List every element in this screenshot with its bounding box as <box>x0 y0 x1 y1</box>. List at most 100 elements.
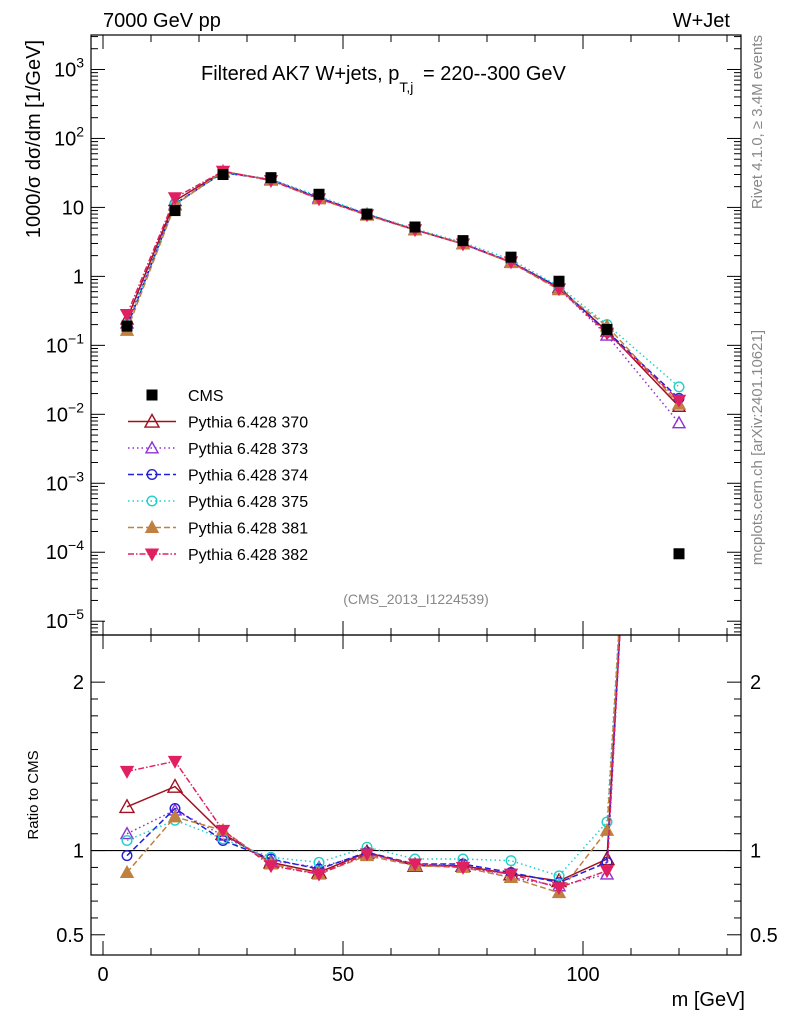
ratio-4-point <box>121 834 133 846</box>
legend-marker-6 <box>144 548 160 562</box>
ratio-tick-label-right: 0.5 <box>750 925 778 947</box>
legend-label-5: Pythia 6.428 381 <box>188 521 308 538</box>
y-tick-base: 10 <box>46 404 68 426</box>
plot-title-rest: = 220--300 GeV <box>417 63 566 85</box>
data-point <box>673 548 685 560</box>
y-tick-label: 10−5 <box>46 606 84 633</box>
series-6-point <box>167 192 183 206</box>
ratio-tick-label-right: 2 <box>750 672 761 694</box>
main-plot-marks <box>119 163 687 560</box>
ratio-6-point <box>407 858 423 872</box>
series-line-1 <box>126 170 680 407</box>
y-tick-base: 10 <box>46 542 68 564</box>
legend-label-1: Pythia 6.428 370 <box>188 415 308 432</box>
header-right: W+Jet <box>673 10 731 32</box>
plot-title-main: Filtered AK7 W+jets, p <box>201 63 399 85</box>
main-plot-frame <box>90 34 742 636</box>
ratio-6-point <box>215 824 231 838</box>
data-point <box>457 235 469 247</box>
data-point <box>505 251 517 263</box>
ratio-6-point <box>551 882 567 896</box>
x-tick-label: 100 <box>566 964 599 986</box>
plot-frames <box>90 34 742 956</box>
ratio-6-point <box>263 860 279 874</box>
y-tick-label: 1 <box>73 266 84 288</box>
y-tick-exponent: −5 <box>68 606 84 622</box>
series-6-point <box>119 309 135 322</box>
y-tick-exponent: −3 <box>68 468 84 484</box>
series-line-2 <box>126 171 680 424</box>
ratio-4-point <box>553 870 565 882</box>
data-point <box>361 208 373 220</box>
x-axis-label: m [GeV] <box>672 989 745 1011</box>
ratio-5-point <box>599 822 615 836</box>
series-line-4 <box>126 171 680 388</box>
legend-marker-3 <box>146 469 158 481</box>
ratio-tick-label-right: 1 <box>750 841 761 863</box>
series-line-6 <box>126 170 680 401</box>
ratio-5-point <box>119 865 135 878</box>
y-tick-label: 102 <box>54 123 84 150</box>
ratio-tick-label: 1 <box>73 841 84 863</box>
legend-marker-2 <box>144 440 160 454</box>
plot-title-subscript: T,j <box>399 79 413 95</box>
ratio-y-axis-label: Ratio to CMS <box>25 750 42 839</box>
data-point <box>121 320 133 332</box>
y-tick-label: 10−2 <box>46 399 84 426</box>
ratio-5-point <box>167 809 183 823</box>
ratio-line-5 <box>126 635 620 894</box>
ratio-plot-frame <box>90 634 742 956</box>
ratio-2-point <box>599 866 615 880</box>
y-tick-label: 10 <box>62 197 84 219</box>
legend-label-3: Pythia 6.428 374 <box>188 468 308 485</box>
data-point <box>601 323 613 335</box>
ratio-6-point <box>311 868 327 882</box>
ratio-6-point <box>503 868 519 882</box>
ratio-tick-label: 0.5 <box>56 925 84 947</box>
y-tick-exponent: −4 <box>68 537 84 553</box>
y-tick-label: 10−4 <box>46 537 84 564</box>
ratio-line-4 <box>126 635 620 877</box>
ratio-4-point <box>505 855 517 867</box>
y-tick-exponent: −1 <box>68 330 84 346</box>
data-point <box>409 221 421 233</box>
y-tick-label: 10−1 <box>46 330 84 357</box>
ratio-line-2 <box>126 635 621 887</box>
ratio-1-point <box>118 798 136 814</box>
ratio-6-point <box>599 865 615 879</box>
series-line-5 <box>126 170 680 405</box>
legend-marker-5 <box>144 520 160 533</box>
legend-label-2: Pythia 6.428 373 <box>188 441 308 458</box>
legend-marker-data <box>146 389 158 401</box>
ratio-6-point <box>455 861 471 875</box>
legend-marker-1 <box>143 413 161 428</box>
legend: CMS Pythia 6.428 370 Pythia 6.428 373 Pythi… <box>128 388 308 564</box>
y-tick-base: 10 <box>54 59 76 81</box>
y-tick-exponent: 2 <box>76 123 84 139</box>
data-point <box>553 275 565 287</box>
ratio-tick-label: 2 <box>73 672 84 694</box>
legend-label-4: Pythia 6.428 375 <box>188 494 308 511</box>
ratio-6-point <box>359 848 375 862</box>
y-tick-label: 103 <box>54 54 84 81</box>
series-6-point <box>671 394 687 408</box>
legend-label-data: CMS <box>188 388 224 405</box>
y-tick-base: 10 <box>46 611 68 633</box>
data-point <box>169 205 181 217</box>
x-tick-label: 0 <box>97 964 108 986</box>
ratio-plot-marks <box>91 635 741 899</box>
legend-marker-4 <box>146 495 158 507</box>
plot-title: Filtered AK7 W+jets, pT,j = 220--300 GeV <box>201 63 567 95</box>
ratio-line-6 <box>126 635 621 889</box>
header-left: 7000 GeV pp <box>103 10 221 32</box>
series-4-point <box>673 381 685 393</box>
y-tick-base: 10 <box>46 473 68 495</box>
y-axis-label: 1000/σ dσ/dm [1/GeV] <box>23 40 45 238</box>
ratio-6-point <box>167 755 183 769</box>
y-tick-exponent: 3 <box>76 54 84 70</box>
series-line-3 <box>126 171 680 399</box>
ratio-2-point <box>119 826 135 840</box>
x-tick-label: 50 <box>332 964 354 986</box>
ratio-1-point <box>166 778 184 793</box>
